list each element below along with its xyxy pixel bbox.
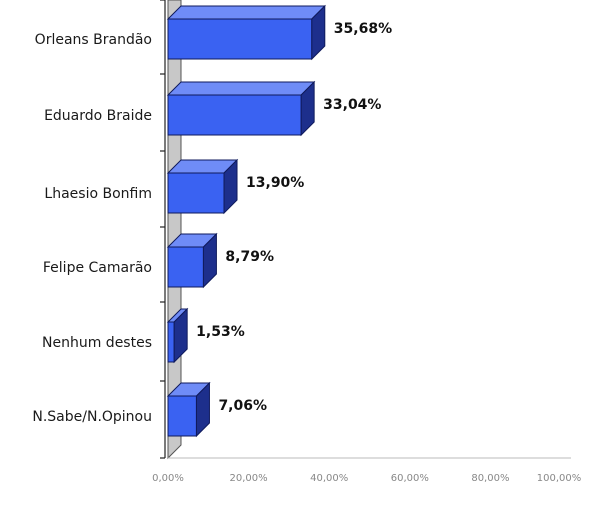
- bar-top: [166, 81, 316, 96]
- value-label: 35,68%: [334, 21, 392, 37]
- bar-top: [166, 5, 326, 20]
- x-tick-label: 100,00%: [537, 473, 582, 484]
- x-axis-ticks: 0,00% 20,00% 40,00% 60,00% 80,00% 100,00%: [152, 473, 581, 484]
- category-label: Felipe Camarão: [43, 260, 152, 276]
- value-label: 13,90%: [246, 175, 304, 191]
- value-labels: 35,68% 33,04% 13,90% 8,79% 1,53% 7,06%: [196, 21, 392, 414]
- bar-side: [195, 381, 210, 438]
- bar-front: [167, 94, 302, 136]
- chart-back-wall: [167, 0, 571, 460]
- bars: [166, 4, 326, 438]
- bar: [166, 4, 326, 61]
- bar: [166, 381, 211, 438]
- bar-side: [311, 4, 326, 61]
- bar-side: [202, 232, 217, 289]
- bar-front: [167, 321, 175, 363]
- x-tick-label: 40,00%: [310, 473, 348, 484]
- value-label: 1,53%: [196, 324, 245, 340]
- x-tick-label: 80,00%: [471, 473, 509, 484]
- x-tick-label: 60,00%: [391, 473, 429, 484]
- category-label: Eduardo Braide: [44, 108, 152, 124]
- bar-side: [300, 80, 315, 137]
- category-label: N.Sabe/N.Opinou: [32, 409, 152, 425]
- value-label: 8,79%: [225, 249, 274, 265]
- category-axis: [160, 0, 166, 459]
- bar: [166, 307, 189, 364]
- value-label: 33,04%: [323, 97, 381, 113]
- x-tick-label: 0,00%: [152, 473, 184, 484]
- value-label: 7,06%: [218, 398, 267, 414]
- bar: [166, 80, 316, 137]
- category-label: Orleans Brandão: [35, 32, 152, 48]
- category-labels: Orleans Brandão Eduardo Braide Lhaesio Bon…: [32, 32, 152, 425]
- bar-front: [167, 18, 313, 60]
- bar: [166, 232, 218, 289]
- category-label: Nenhum destes: [42, 335, 152, 351]
- x-tick-label: 20,00%: [230, 473, 268, 484]
- category-label: Lhaesio Bonfim: [44, 186, 152, 202]
- bar-front: [167, 246, 204, 288]
- bar-side: [173, 307, 188, 364]
- bar-front: [167, 172, 225, 214]
- bar: [166, 158, 239, 215]
- bar-side: [223, 158, 238, 215]
- bar-front: [167, 395, 197, 437]
